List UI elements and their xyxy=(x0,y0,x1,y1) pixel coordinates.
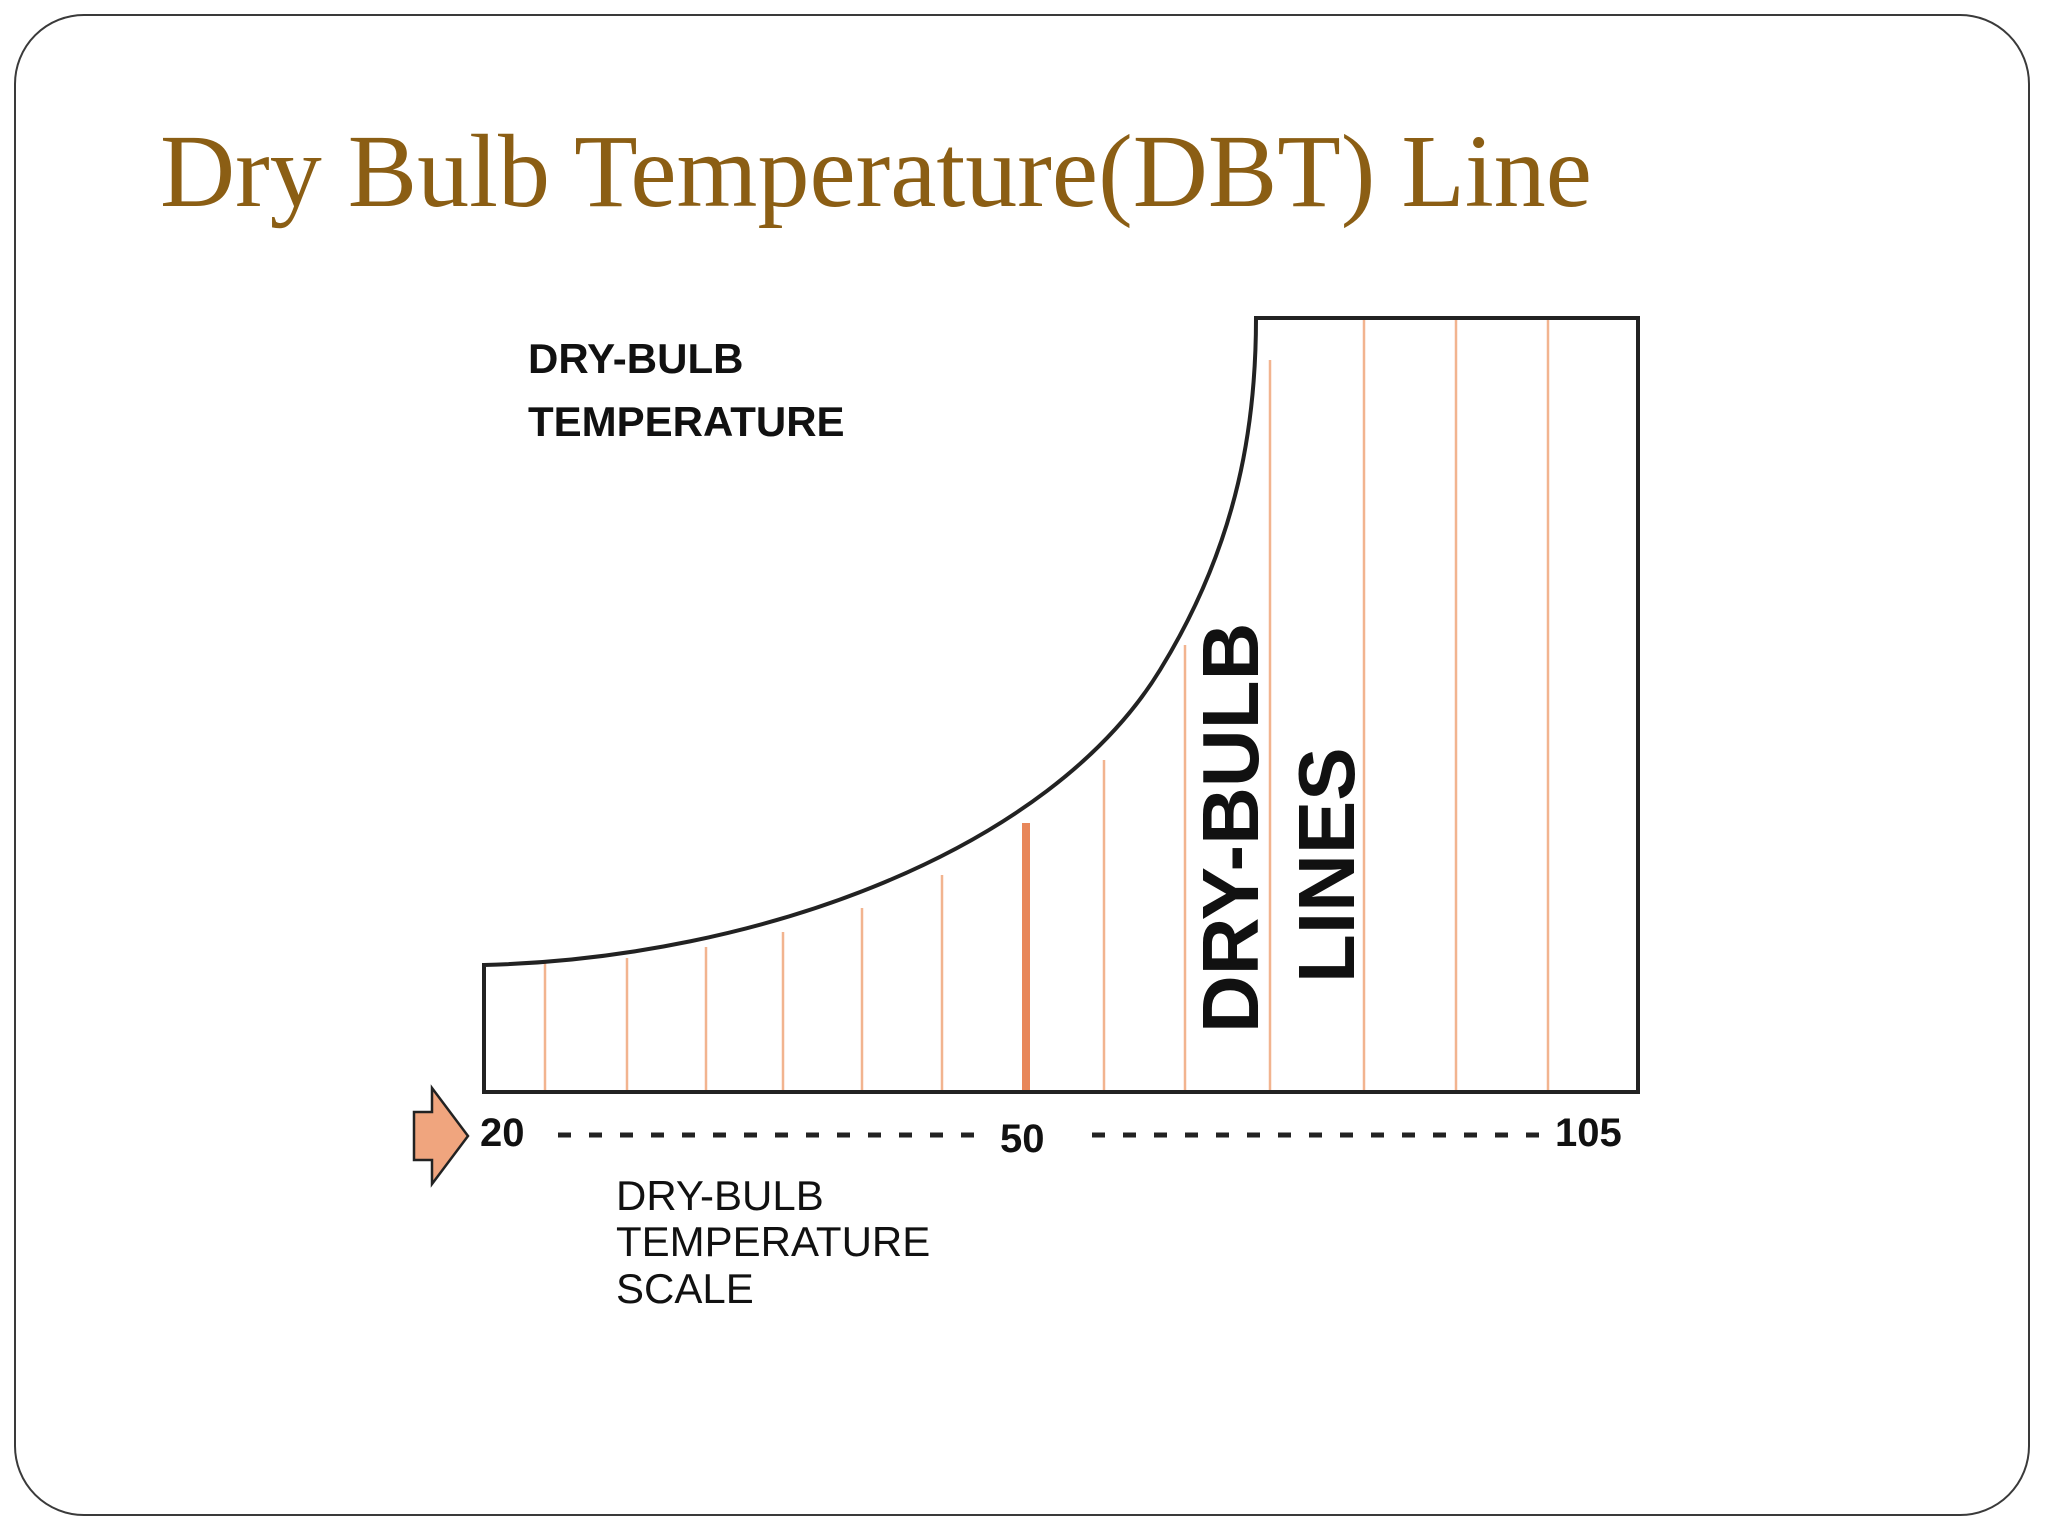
top-label-line-1: DRY-BULB xyxy=(528,335,743,382)
slide-frame xyxy=(14,14,2030,1516)
scale-tick-50: 50 xyxy=(1000,1117,1045,1161)
scale-tick-20: 20 xyxy=(480,1111,525,1155)
scale-label-line-2: TEMPERATURE xyxy=(616,1218,930,1265)
vertical-label-line-2: LINES xyxy=(1282,747,1371,983)
chart-outline xyxy=(482,316,1640,1094)
top-label-line-2: TEMPERATURE xyxy=(528,398,845,445)
slide-title: Dry Bulb Temperature(DBT) Line xyxy=(160,114,1592,229)
scale-label-line-3: SCALE xyxy=(616,1265,754,1312)
right-arrow-icon xyxy=(412,1084,470,1188)
dry-bulb-temperature-scale-label: DRY-BULB TEMPERATURE SCALE xyxy=(616,1172,942,1312)
scale-label-line-1: DRY-BULB xyxy=(616,1172,824,1219)
dry-bulb-temperature-label: DRY-BULB TEMPERATURE xyxy=(528,335,845,445)
dry-bulb-lines-label: DRY-BULB LINES xyxy=(1186,623,1371,1033)
scale-tick-105: 105 xyxy=(1555,1111,1622,1155)
dry-bulb-lines xyxy=(543,320,1550,1092)
vertical-label-line-1: DRY-BULB xyxy=(1186,623,1275,1033)
